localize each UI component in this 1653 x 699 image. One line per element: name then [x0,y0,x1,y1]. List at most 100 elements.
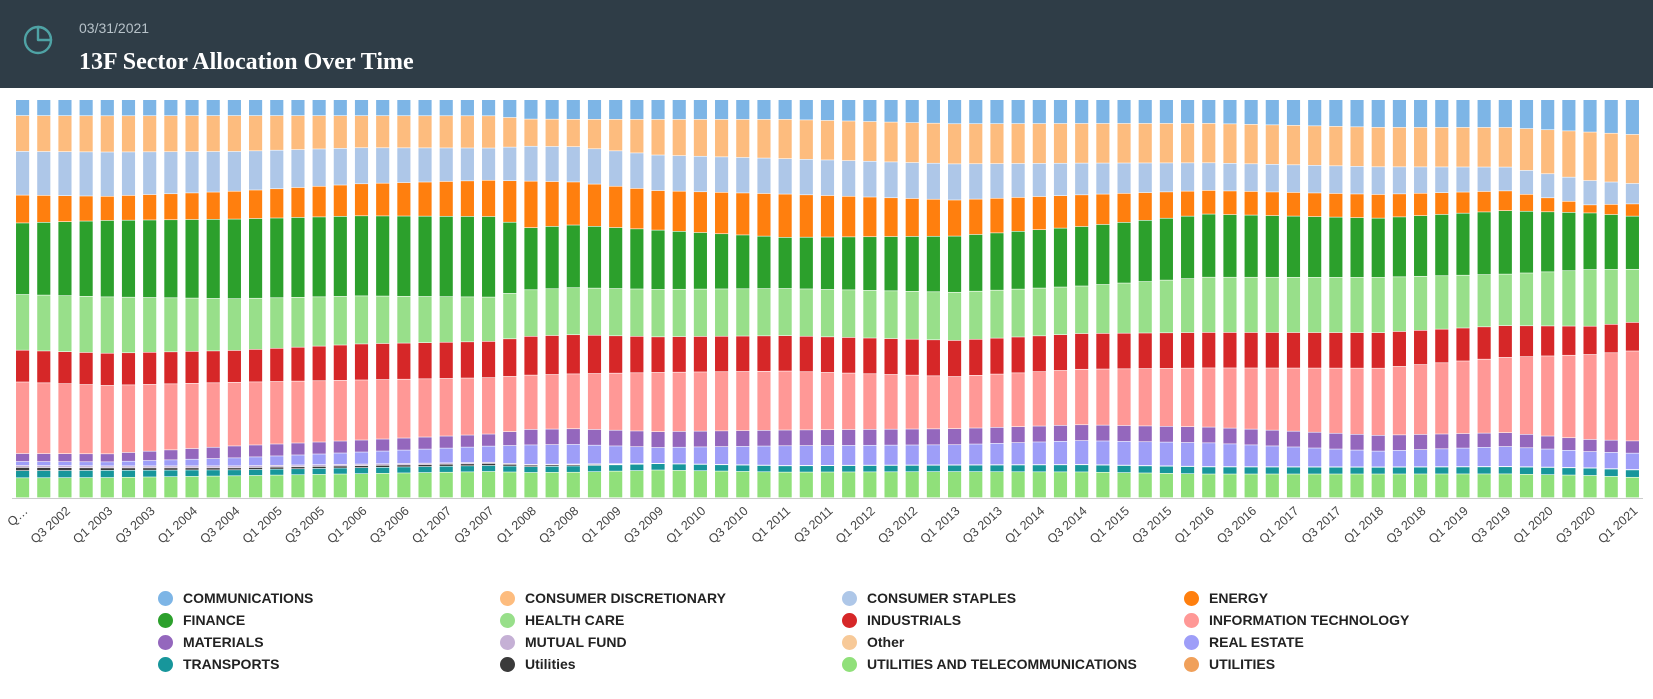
bar-segment[interactable]: Q3 2002 — ENERGY [58,196,72,222]
bar-segment[interactable]: Q4 2018 — CONSUMER STAPLES [1435,167,1449,193]
bar-segment[interactable]: Q1 2021 — REAL ESTATE [1625,453,1639,470]
bar-segment[interactable]: Q1 2011 — MATERIALS [778,430,792,446]
bar-segment[interactable]: Q4 2014 — CONSUMER DISCRETIONARY [1096,123,1110,163]
bar-segment[interactable]: Q4 2003 — INDUSTRIALS [164,352,178,384]
bar-segment[interactable]: Q4 2008 — COMMUNICATIONS [587,100,602,120]
bar-segment[interactable]: Q2 2011 — UTILITIES AND TELECOMMUNICATIO… [799,472,813,498]
bar-segment[interactable]: Q3 2002 — REAL ESTATE [58,462,72,466]
bar-segment[interactable]: Q4 2006 — MATERIALS [418,437,432,449]
bar-segment[interactable]: Q1 2004 — TRANSPORTS [185,470,199,477]
bar-segment[interactable]: Q2 2005 — MATERIALS [291,443,305,455]
bar-segment[interactable]: Q3 2017 — MATERIALS [1329,433,1343,449]
bar-segment[interactable]: Q4 2014 — HEALTH CARE [1096,284,1110,334]
bar-segment[interactable]: Q4 2019 — REAL ESTATE [1519,448,1534,467]
bar-segment[interactable]: Q4 2010 — CONSUMER STAPLES [757,158,771,194]
bar-segment[interactable]: Q1 2006 — UTILITIES AND TELECOMMUNICATIO… [354,473,369,498]
bar-segment[interactable]: Q1 2015 — CONSUMER DISCRETIONARY [1117,123,1131,163]
bar-segment[interactable]: Q4 2003 — MATERIALS [164,450,178,460]
bar-segment[interactable]: Q3 2010 — UTILITIES AND TELECOMMUNICATIO… [736,471,750,498]
bar-segment[interactable]: Q2 2002 — INDUSTRIALS [37,351,51,383]
bar-segment[interactable]: Q4 2009 — INDUSTRIALS [672,336,686,372]
bar-segment[interactable]: Q4 2016 — ENERGY [1265,192,1279,216]
bar-segment[interactable]: Q4 2003 — Utilities [164,468,178,470]
bar-segment[interactable]: Q1 2014 — REAL ESTATE [1032,442,1046,465]
bar-segment[interactable]: Q1 2004 — Utilities [185,468,199,470]
bar-segment[interactable]: Q2 2005 — Utilities [291,467,305,469]
bar-segment[interactable]: Q1 2015 — REAL ESTATE [1117,441,1131,465]
bar-segment[interactable]: Q3 2019 — INDUSTRIALS [1498,325,1512,358]
bar-segment[interactable]: Q3 2014 — INDUSTRIALS [1075,333,1089,369]
bar-segment[interactable]: Q3 2010 — ENERGY [736,193,750,235]
bar-segment[interactable]: Q3 2014 — TRANSPORTS [1075,465,1089,472]
bar-segment[interactable]: Q2 2002 — ENERGY [37,195,51,223]
bar-segment[interactable]: Q1 2017 — CONSUMER DISCRETIONARY [1286,125,1301,165]
bar-segment[interactable]: Q2 2011 — INDUSTRIALS [799,336,813,372]
bar-segment[interactable]: Q4 2003 — TRANSPORTS [164,470,178,477]
bar-segment[interactable]: Q1 2009 — INFORMATION TECHNOLOGY [609,373,623,430]
bar-segment[interactable]: Q4 2007 — COMMUNICATIONS [503,100,517,118]
bar-segment[interactable]: Q2 2012 — UTILITIES AND TELECOMMUNICATIO… [884,472,898,498]
bar-segment[interactable]: Q4 2010 — UTILITIES AND TELECOMMUNICATIO… [757,472,771,498]
bar-segment[interactable]: Q3 2020 — TRANSPORTS [1583,468,1597,476]
bar-segment[interactable]: Q1 2014 — CONSUMER DISCRETIONARY [1032,123,1046,164]
bar-segment[interactable]: Q2 2007 — CONSUMER DISCRETIONARY [460,116,474,148]
bar-segment[interactable]: Q3 2003 — MUTUAL FUND [143,466,157,468]
bar-segment[interactable]: Q2 2009 — CONSUMER STAPLES [630,153,644,189]
bar-segment[interactable]: Q3 2018 — HEALTH CARE [1414,276,1428,331]
bar-segment[interactable]: Q3 2002 — INFORMATION TECHNOLOGY [58,384,72,454]
bar-segment[interactable]: Q4 2014 — FINANCE [1096,224,1110,285]
bar-segment[interactable]: Q1 2008 — CONSUMER STAPLES [524,146,538,181]
bar-segment[interactable]: Q3 2019 — MATERIALS [1498,432,1512,447]
legend-item[interactable]: INFORMATION TECHNOLOGY [1184,609,1409,631]
bar-segment[interactable]: Q1 2003 — INDUSTRIALS [100,353,114,386]
bar-segment[interactable]: Q1 2021 — HEALTH CARE [1625,269,1639,323]
legend-item[interactable]: MUTUAL FUND [500,631,627,653]
bar-segment[interactable]: Q3 2014 — REAL ESTATE [1075,440,1089,465]
bar-segment[interactable]: Q2 2010 — INFORMATION TECHNOLOGY [715,372,729,431]
bar-segment[interactable]: Q2 2004 — COMMUNICATIONS [206,100,220,116]
bar-segment[interactable]: Q3 2009 — FINANCE [651,230,665,290]
bar-segment[interactable]: Q1 2021 — MATERIALS [1625,441,1639,453]
bar-segment[interactable]: Q4 2017 — CONSUMER STAPLES [1350,166,1364,194]
legend-item[interactable]: REAL ESTATE [1184,631,1304,653]
bar-segment[interactable]: Q2 2008 — CONSUMER STAPLES [545,146,559,182]
bar-segment[interactable]: Q3 2018 — COMMUNICATIONS [1414,100,1428,128]
bar-segment[interactable]: Q1 2012 — REAL ESTATE [863,445,877,465]
bar-segment[interactable]: Q2 2003 — UTILITIES AND TELECOMMUNICATIO… [121,477,136,498]
bar-segment[interactable]: Q1 2013 — REAL ESTATE [948,445,962,465]
bar-segment[interactable]: Q4 2006 — UTILITIES AND TELECOMMUNICATIO… [418,472,432,498]
bar-segment[interactable]: Q2 2015 — REAL ESTATE [1138,442,1152,466]
bar-segment[interactable]: Q1 2005 — MATERIALS [270,444,284,456]
bar-segment[interactable]: Q2 2018 — TRANSPORTS [1392,467,1406,474]
bar-segment[interactable]: Q3 2018 — CONSUMER DISCRETIONARY [1414,127,1428,167]
bar-segment[interactable]: Q4 2020 — ENERGY [1604,204,1618,215]
bar-segment[interactable]: Q1 2020 — INFORMATION TECHNOLOGY [1541,356,1555,436]
bar-segment[interactable]: Q3 2020 — MATERIALS [1583,439,1597,452]
bar-segment[interactable]: Q1 2021 — UTILITIES AND TELECOMMUNICATIO… [1625,477,1639,498]
bar-segment[interactable]: Q3 2007 — REAL ESTATE [482,446,496,462]
bar-segment[interactable]: Q2 2018 — UTILITIES AND TELECOMMUNICATIO… [1392,474,1406,498]
bar-segment[interactable]: Q3 2002 — MUTUAL FUND [58,466,72,468]
bar-segment[interactable]: Q2 2006 — MATERIALS [376,439,390,451]
bar-segment[interactable]: Q2 2016 — REAL ESTATE [1223,444,1237,467]
bar-segment[interactable]: Q1 2015 — UTILITIES AND TELECOMMUNICATIO… [1117,472,1131,498]
bar-segment[interactable]: Q4 2007 — Utilities [503,464,517,466]
bar-segment[interactable]: Q2 2013 — TRANSPORTS [969,465,983,472]
bar-segment[interactable]: Q2 2020 — REAL ESTATE [1562,450,1576,468]
bar-segment[interactable]: Q1 2016 — UTILITIES AND TELECOMMUNICATIO… [1202,474,1216,498]
bar-segment[interactable]: Q3 2015 — REAL ESTATE [1159,442,1173,466]
bar-segment[interactable]: Q2 2016 — FINANCE [1223,214,1237,277]
bar-segment[interactable]: Q2 2020 — INFORMATION TECHNOLOGY [1562,355,1576,438]
bar-segment[interactable]: Q4 2010 — ENERGY [757,193,771,236]
bar-segment[interactable]: Q2 2009 — UTILITIES AND TELECOMMUNICATIO… [630,470,644,498]
bar-segment[interactable]: Q1 2018 — ENERGY [1371,194,1385,218]
bar-segment[interactable]: Q1 2009 — ENERGY [609,186,623,228]
bar-segment[interactable]: Q3 2012 — INDUSTRIALS [905,339,919,375]
bar-segment[interactable]: Q4 2002 — UTILITIES AND TELECOMMUNICATIO… [79,477,93,498]
bar-segment[interactable]: Q4 2008 — REAL ESTATE [587,445,602,464]
bar-segment[interactable]: Q1 2014 — INDUSTRIALS [1032,336,1046,372]
bar-segment[interactable]: Q2 2008 — TRANSPORTS [545,466,559,473]
bar-segment[interactable]: Q3 2008 — REAL ESTATE [566,444,580,464]
bar-segment[interactable]: Q1 2012 — INDUSTRIALS [863,338,877,374]
bar-segment[interactable]: Q2 2012 — TRANSPORTS [884,465,898,472]
